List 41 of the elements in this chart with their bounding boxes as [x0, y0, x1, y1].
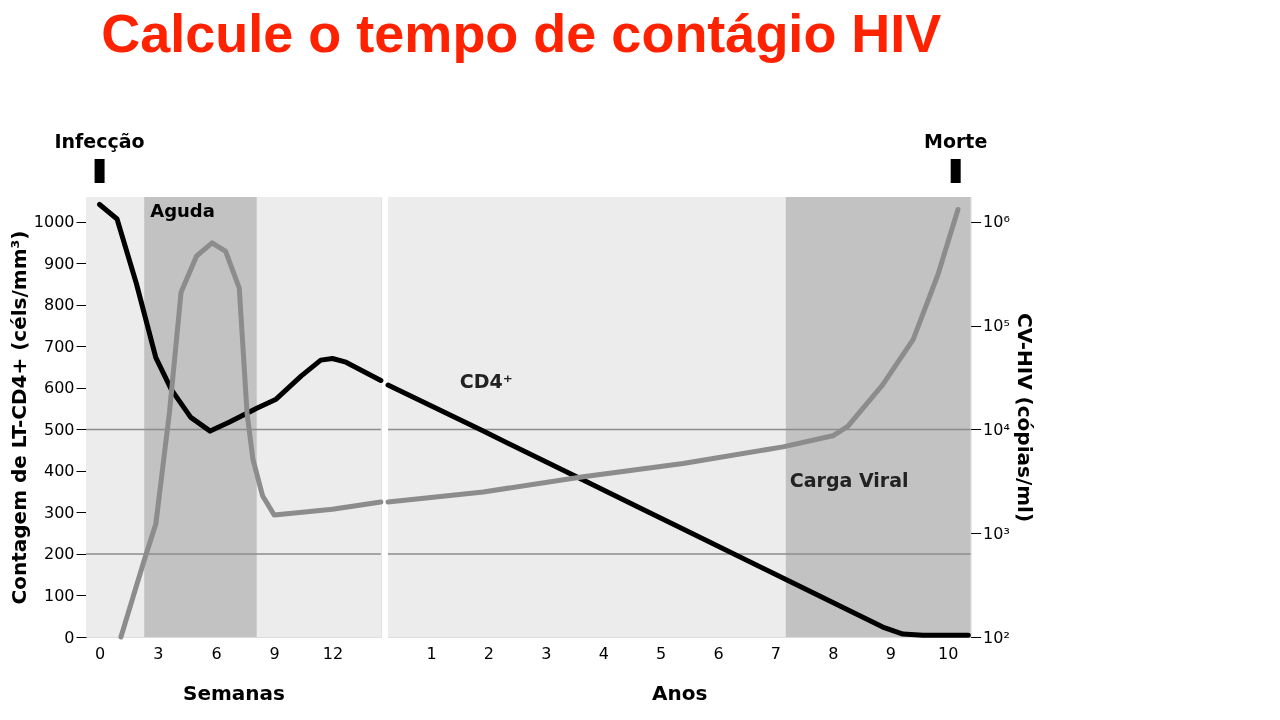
x-tick-label: 7: [770, 643, 782, 663]
y2-tick-label: 10³: [983, 523, 1010, 543]
y-tick-label: 700: [43, 336, 75, 356]
text: Calcule o tempo de contágio HIV: [101, 2, 942, 63]
x-axis-title: Anos: [652, 680, 708, 705]
x-tick-label: 9: [269, 643, 280, 663]
x-tick-label: 12: [322, 643, 344, 663]
x-tick-label: 6: [211, 643, 222, 663]
x-tick-label: 6: [713, 643, 724, 663]
y-tick-label: 0: [64, 627, 75, 647]
y-tick-label: 1000: [33, 212, 75, 232]
x-tick-label: 3: [541, 643, 552, 663]
y-tick-label: 400: [43, 461, 75, 481]
y-tick-label: 900: [43, 253, 75, 273]
y2-axis-title: CV-HIV (cópias/ml): [1012, 312, 1037, 523]
x-tick-label: 1: [426, 643, 437, 663]
x-tick-label: 3: [153, 643, 164, 663]
y-tick-label: 300: [43, 502, 75, 522]
band-label: Aguda: [150, 200, 215, 221]
y-tick-label: 500: [43, 419, 75, 439]
series-label: Carga Viral: [789, 469, 909, 492]
x-tick-label: 10: [937, 643, 959, 663]
ref-line-label: Morte: [924, 130, 988, 152]
x-tick-label: 5: [656, 643, 667, 663]
x-tick-label: 4: [598, 643, 609, 663]
x-tick-label: 0: [94, 643, 106, 663]
x-tick-label: 2: [483, 643, 495, 663]
x-tick-label: 9: [885, 643, 896, 663]
series-label: CD4⁺: [459, 369, 513, 392]
y-tick-label: 600: [43, 378, 75, 398]
y-axis-title: Contagem de LT-CD4+ (céls/mm³): [6, 230, 31, 605]
ref-line-label: Infecção: [54, 130, 145, 152]
y2-tick-label: 10⁴: [983, 419, 1010, 439]
y-tick-label: 200: [43, 544, 75, 564]
x-tick-label: 8: [828, 643, 839, 663]
y-tick-label: 100: [43, 585, 75, 605]
y-tick-label: 800: [43, 295, 75, 315]
y2-tick-label: 10⁶: [983, 212, 1010, 232]
y2-tick-label: 10²: [983, 627, 1010, 647]
y2-tick-label: 10⁵: [983, 316, 1010, 336]
x-axis-title: Semanas: [182, 680, 285, 705]
